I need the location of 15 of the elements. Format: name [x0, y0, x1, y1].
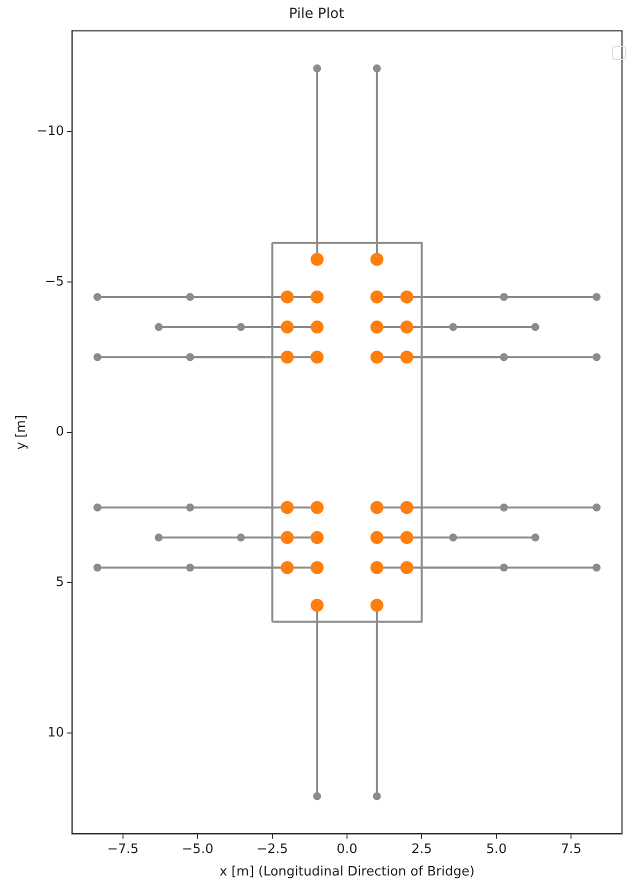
y-tick-label: 0 — [56, 424, 64, 440]
x-tick-label: 7.5 — [560, 842, 582, 857]
y-axis-title: y [m] — [14, 414, 30, 450]
x-tick-label: −2.5 — [256, 842, 288, 857]
chart-title: Pile Plot — [288, 6, 345, 22]
x-tick-label: 0.0 — [336, 842, 358, 857]
y-tick-label: 5 — [56, 575, 64, 590]
y-tick-label: −5 — [44, 274, 64, 290]
y-tick-label: −10 — [36, 124, 64, 139]
x-tick-label: −5.0 — [182, 842, 214, 857]
x-tick-label: 5.0 — [486, 842, 507, 857]
x-tick-label: 2.5 — [411, 842, 432, 857]
x-tick-label: −7.5 — [107, 842, 139, 857]
y-tick-label: 10 — [47, 725, 64, 740]
x-axis-title: x [m] (Longitudinal Direction of Bridge) — [220, 864, 475, 880]
